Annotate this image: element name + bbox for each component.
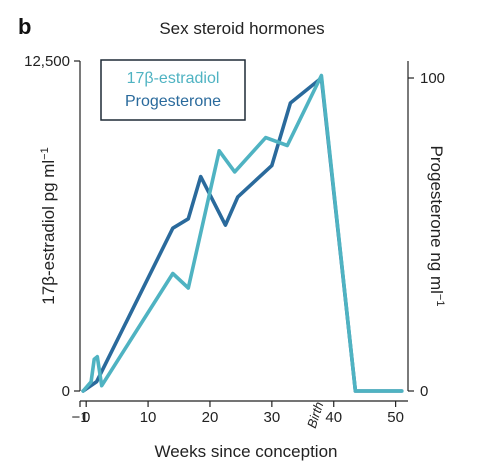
y-right-tick-label: 0 [420, 383, 428, 400]
legend: 17β-estradiol Progesterone [100, 59, 246, 121]
y-right-ticks-group: 0 100 [408, 70, 445, 400]
series-group [81, 73, 404, 393]
y-left-axis-title-text: 17β-estradiol pg ml [39, 160, 58, 305]
x-tick-label: 20 [202, 409, 219, 426]
legend-entry-estradiol: 17β-estradiol [127, 70, 220, 87]
birth-annotation: Birth [304, 400, 327, 430]
y-left-tick-label: 0 [62, 383, 70, 400]
y-right-axis-title-text: Progesterone ng ml [427, 146, 446, 294]
legend-entry-progesterone: Progesterone [125, 93, 221, 110]
x-tick-label: 10 [140, 409, 157, 426]
y-left-tick-label: 12,500 [24, 53, 70, 70]
legend-box [100, 59, 246, 121]
x-tick-label: 30 [264, 409, 281, 426]
x-ticks-group: −10 10 20 30 40 50 [71, 401, 404, 426]
x-axis-title: Weeks since conception [154, 442, 337, 461]
axes-group [79, 61, 409, 402]
y-left-axis-title: 17β-estradiol pg ml−1 [39, 147, 58, 304]
x-tick-label: −1 [71, 409, 88, 426]
x-tick-label: 40 [325, 409, 342, 426]
series-line-progesterone [81, 76, 404, 393]
y-right-tick-label: 100 [420, 70, 445, 87]
panel-label: b [18, 14, 31, 39]
y-left-ticks-group: 0 12,500 [24, 53, 80, 400]
x-tick-label: 0 [82, 409, 90, 426]
y-left-axis-title-sup: −1 [39, 147, 51, 160]
series-line-estradiol [81, 73, 404, 393]
y-right-axis-title: Progesterone ng ml−1 [427, 146, 446, 307]
chart-title: Sex steroid hormones [159, 19, 324, 38]
x-tick-label: 50 [387, 409, 404, 426]
y-right-axis-title-sup: −1 [434, 294, 446, 307]
